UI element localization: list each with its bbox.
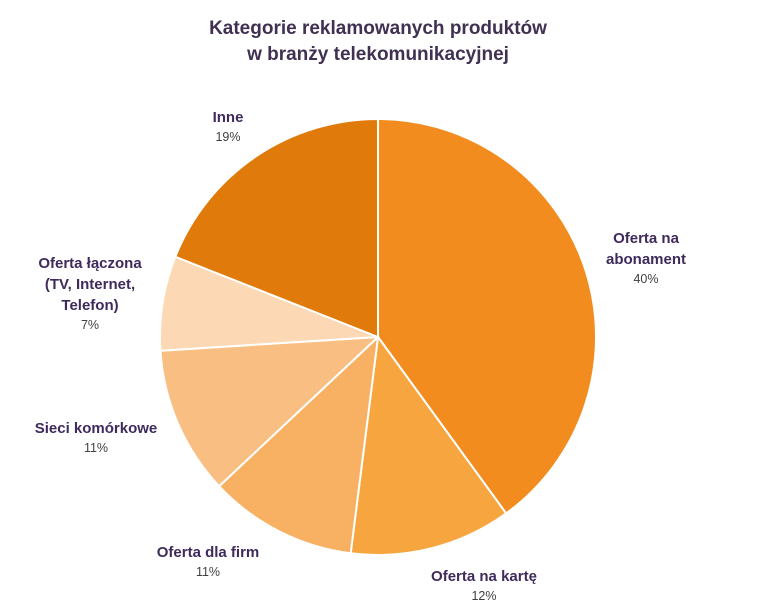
slice-category-label: (TV, Internet, <box>45 276 135 293</box>
slice-label: Sieci komórkowe 11% <box>35 420 158 455</box>
slice-label: Oferta łączona (TV, Internet, Telefon) 7% <box>38 255 142 332</box>
chart-title-line: Kategorie reklamowanych produktów <box>209 18 547 39</box>
slice-percent-label: 12% <box>471 589 496 603</box>
pie-slice <box>349 336 508 556</box>
slice-category-label: Oferta na kartę <box>431 568 537 585</box>
slice-percent-label: 7% <box>81 318 99 332</box>
slice-percent-label: 40% <box>633 272 658 286</box>
slice-label: Inne 19% <box>213 109 244 144</box>
slice-category-label: abonament <box>606 251 686 268</box>
slice-percent-label: 11% <box>196 565 220 579</box>
slice-category-label: Sieci komórkowe <box>35 420 158 437</box>
pie-slice <box>174 118 379 338</box>
slice-category-label: Inne <box>213 109 244 126</box>
slice-category-label: Oferta łączona <box>38 255 142 272</box>
chart-title-line: w branży telekomunikacyjnej <box>246 44 509 65</box>
slice-percent-label: 19% <box>215 130 240 144</box>
slice-label: Oferta na kartę 12% <box>431 568 537 603</box>
pie-slice <box>159 336 379 488</box>
slice-label: Oferta dla firm 11% <box>157 544 260 579</box>
pie-slice <box>377 118 598 515</box>
chart-title: Kategorie reklamowanych produktów w branż… <box>209 18 547 65</box>
pie-slices <box>159 118 598 556</box>
slice-label: Oferta na abonament 40% <box>606 230 686 286</box>
slice-category-label: Oferta na <box>613 230 680 247</box>
slice-category-label: Telefon) <box>61 297 118 314</box>
pie-slice <box>218 336 379 555</box>
slice-percent-label: 11% <box>84 441 108 455</box>
slice-category-label: Oferta dla firm <box>157 544 260 561</box>
